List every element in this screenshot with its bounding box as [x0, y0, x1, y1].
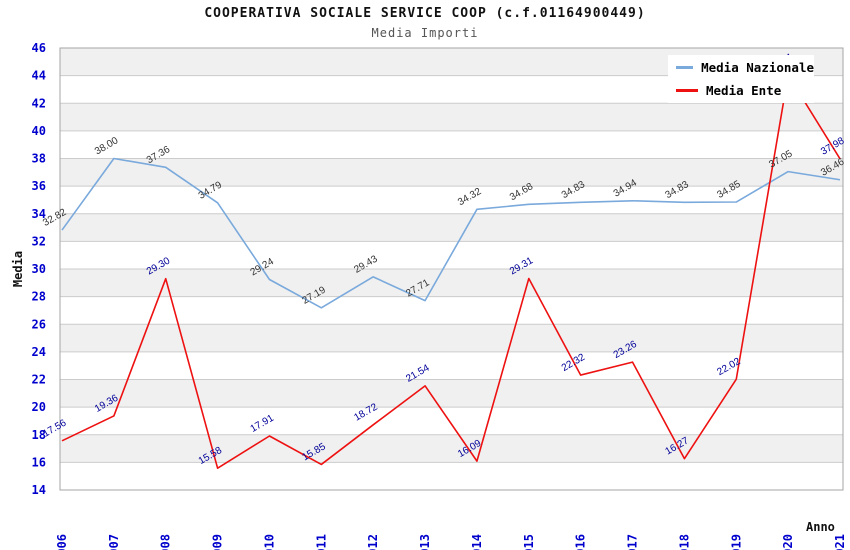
y-tick-label: 44	[32, 69, 46, 83]
y-tick-label: 24	[32, 345, 46, 359]
legend-swatch-ente	[676, 89, 698, 92]
y-tick-label: 40	[32, 124, 46, 138]
plot-band	[60, 269, 843, 297]
y-tick-label: 18	[32, 428, 46, 442]
legend-item-nazionale: Media Nazionale	[668, 60, 814, 75]
y-tick-label: 46	[32, 41, 46, 55]
x-tick-label: 2021	[833, 534, 847, 550]
y-tick-label: 26	[32, 317, 46, 331]
x-tick-label: 2020	[781, 534, 795, 550]
chart-subtitle: Media Importi	[371, 26, 479, 40]
y-tick-label: 42	[32, 96, 46, 110]
y-tick-label: 34	[32, 207, 46, 221]
x-tick-label: 2019	[729, 534, 743, 550]
plot-band	[60, 379, 843, 408]
x-tick-label: 2015	[522, 534, 536, 550]
x-tick-label: 2011	[314, 534, 328, 550]
series-line-ente	[61, 74, 841, 469]
x-tick-label: 2017	[626, 534, 640, 550]
y-tick-label: 32	[32, 234, 46, 248]
y-tick-label: 14	[32, 483, 46, 497]
plot-band	[60, 158, 843, 187]
plot-band	[60, 103, 843, 131]
x-tick-label: 2009	[211, 534, 225, 550]
plot-band	[60, 434, 843, 463]
x-tick-label: 2012	[366, 534, 380, 550]
legend-label-ente: Media Ente	[706, 83, 782, 98]
y-tick-label: 38	[32, 152, 46, 166]
plot-band	[60, 324, 843, 352]
series-line-nazionale	[61, 157, 841, 309]
legend-label-nazionale: Media Nazionale	[701, 60, 814, 75]
chart-title: COOPERATIVA SOCIALE SERVICE COOP (c.f.01…	[204, 6, 646, 21]
x-tick-label: 2008	[159, 534, 173, 550]
plot-band	[60, 213, 843, 242]
legend-swatch-nazionale	[676, 66, 694, 69]
x-tick-label: 2006	[55, 534, 69, 550]
legend-item-ente: Media Ente	[668, 83, 814, 98]
y-tick-label: 20	[32, 400, 46, 414]
data-point-label: 22.02	[715, 356, 743, 378]
x-tick-label: 2013	[418, 534, 432, 550]
y-axis-title: Media	[11, 250, 25, 288]
y-tick-label: 36	[32, 179, 46, 193]
legend: Media Nazionale Media Ente	[668, 55, 814, 103]
x-tick-label: 2016	[574, 534, 588, 550]
y-tick-label: 22	[32, 373, 46, 387]
data-point-label: 17.91	[249, 413, 277, 435]
x-tick-label: 2018	[677, 534, 691, 550]
data-point-label: 34.32	[456, 186, 484, 208]
x-tick-label: 2010	[262, 534, 276, 550]
plot-border	[59, 47, 844, 491]
y-tick-label: 30	[32, 262, 46, 276]
y-tick-label: 16	[32, 455, 46, 469]
x-tick-label: 2007	[107, 534, 121, 550]
data-point-label: 38.00	[93, 135, 121, 157]
x-tick-label: 2014	[470, 534, 484, 550]
x-axis-title: Anno	[806, 520, 835, 534]
y-tick-label: 28	[32, 290, 46, 304]
data-point-label: 22.32	[560, 352, 588, 374]
